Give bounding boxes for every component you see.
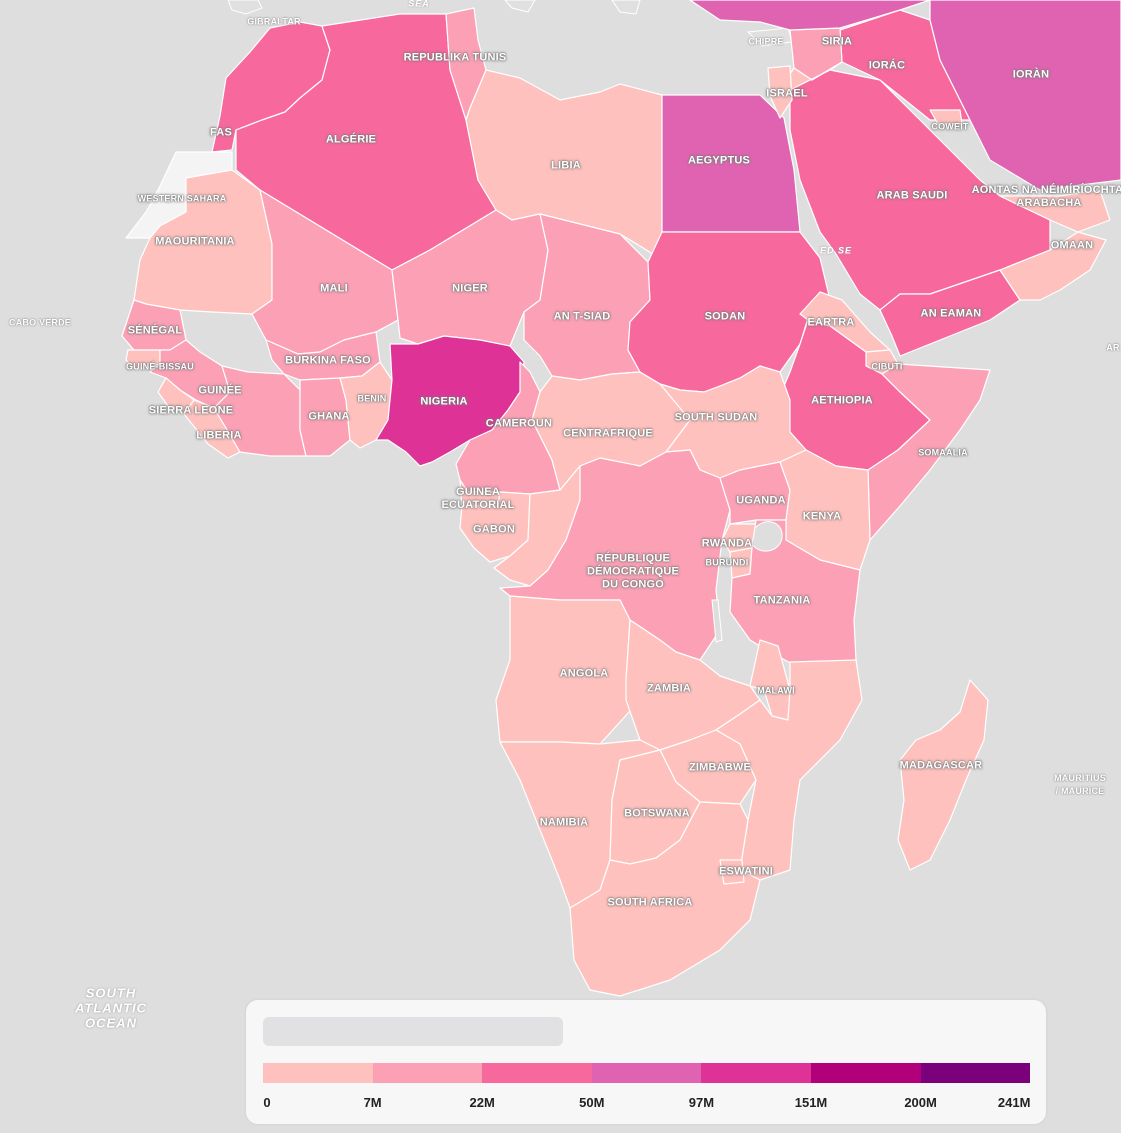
legend-tick-0: 0 bbox=[263, 1095, 271, 1110]
country-angola[interactable] bbox=[495, 595, 641, 745]
country-burundi[interactable] bbox=[729, 547, 753, 579]
legend-tick-1: 7M bbox=[363, 1095, 382, 1110]
country-yemen[interactable] bbox=[879, 269, 1021, 357]
country-iran[interactable] bbox=[929, 0, 1121, 191]
legend-swatch-2 bbox=[482, 1063, 592, 1083]
countries-layer bbox=[121, 0, 1121, 997]
lake-victoria bbox=[751, 521, 783, 552]
legend-swatch-0 bbox=[263, 1063, 373, 1083]
spain-fragment bbox=[227, 0, 263, 15]
legend-tick-2: 22M bbox=[469, 1095, 495, 1110]
country-somalia[interactable] bbox=[867, 363, 991, 541]
legend-tick-7: 241M bbox=[997, 1095, 1031, 1110]
italy-fragment bbox=[504, 0, 536, 13]
country-eswatini[interactable] bbox=[719, 859, 745, 885]
country-libya[interactable] bbox=[465, 69, 663, 261]
country-kuwait[interactable] bbox=[929, 109, 963, 125]
lake-tanganyika bbox=[711, 599, 723, 643]
legend-tick-3: 50M bbox=[579, 1095, 605, 1110]
country-south-africa[interactable] bbox=[569, 801, 761, 997]
country-guinea-bissau[interactable] bbox=[125, 349, 161, 371]
country-madagascar[interactable] bbox=[897, 679, 989, 871]
legend-color-bar bbox=[263, 1063, 1031, 1083]
country-israel[interactable] bbox=[767, 65, 793, 119]
legend-tick-6: 200M bbox=[904, 1095, 937, 1110]
legend-tick-4: 97M bbox=[688, 1095, 715, 1110]
greece-fragment bbox=[611, 0, 641, 15]
sea-label-red-sea: ED SE bbox=[819, 245, 853, 256]
legend-swatch-6 bbox=[920, 1063, 1031, 1083]
country-ghana[interactable] bbox=[299, 377, 351, 457]
country-oman[interactable] bbox=[999, 231, 1107, 301]
country-uae[interactable] bbox=[999, 189, 1111, 233]
legend-tick-5: 151M bbox=[794, 1095, 828, 1110]
sea-label-south-atlantic: SOUTH ATLANTIC OCEAN bbox=[74, 985, 148, 1031]
legend-title-placeholder bbox=[263, 1017, 563, 1046]
country-turkey[interactable] bbox=[689, 0, 931, 31]
sea-label-med-sea: SEA bbox=[408, 0, 430, 9]
legend: 0 7M 22M 50M 97M 151M 200M 241M bbox=[246, 1000, 1046, 1124]
legend-swatch-5 bbox=[810, 1063, 921, 1083]
legend-swatch-4 bbox=[701, 1063, 811, 1083]
legend-swatch-1 bbox=[372, 1063, 483, 1083]
legend-swatch-3 bbox=[591, 1063, 702, 1083]
